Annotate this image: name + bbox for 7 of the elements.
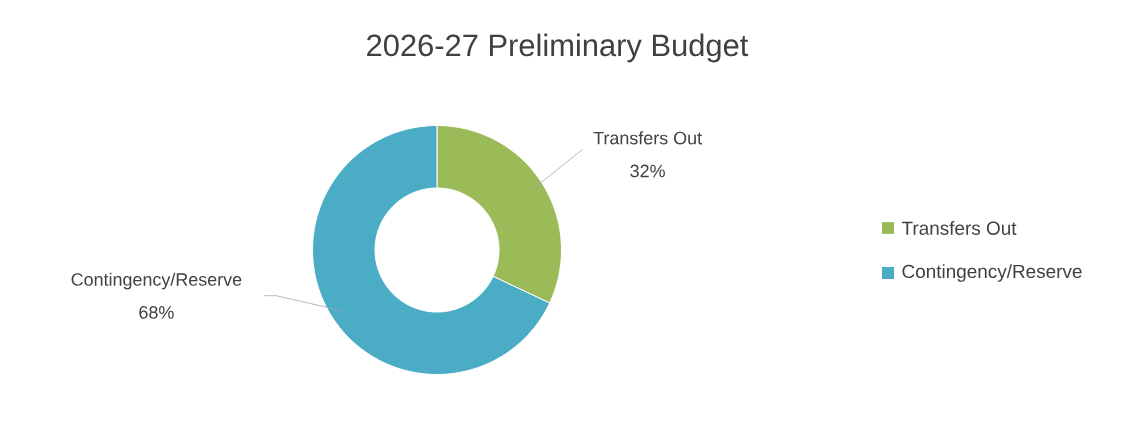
data-label: 68%	[139, 306, 174, 319]
data-label: 32%	[630, 164, 665, 178]
legend-label: Contingency/Reserve	[902, 264, 1082, 282]
slice-label: Transfers Out	[593, 131, 702, 145]
slice-label: Contingency/Reserve	[71, 272, 242, 290]
legend-label: Transfers Out	[901, 221, 1017, 235]
chart-title: 2026-27 Preliminary Budget	[367, 33, 749, 63]
